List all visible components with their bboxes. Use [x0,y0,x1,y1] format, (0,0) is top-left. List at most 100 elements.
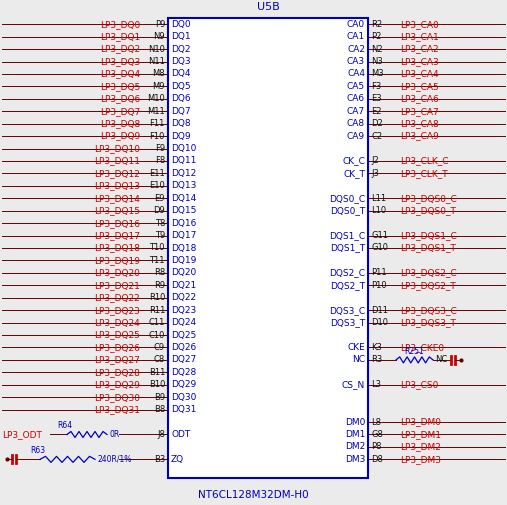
Bar [168,18,368,478]
Text: DQ8: DQ8 [171,119,191,128]
Text: N2: N2 [371,44,383,54]
Text: ZQ: ZQ [171,455,184,464]
Text: 0R: 0R [109,430,119,439]
Text: LP3_DQ27: LP3_DQ27 [94,356,140,365]
Text: DQ19: DQ19 [171,256,196,265]
Text: DQS0_C: DQS0_C [329,194,365,203]
Text: CA9: CA9 [347,132,365,140]
Text: DQ24: DQ24 [171,318,196,327]
Text: P11: P11 [371,268,387,277]
Text: LP3_DQ26: LP3_DQ26 [94,343,140,352]
Text: LP3_DQ0: LP3_DQ0 [100,20,140,29]
Text: DQ16: DQ16 [171,219,196,228]
Text: N11: N11 [148,57,165,66]
Text: F11: F11 [150,119,165,128]
Text: E11: E11 [149,169,165,178]
Text: DQ10: DQ10 [171,144,196,153]
Text: CA6: CA6 [347,94,365,104]
Text: E10: E10 [149,181,165,190]
Text: LP3_DQ2: LP3_DQ2 [100,44,140,54]
Text: B3: B3 [154,455,165,464]
Text: CA1: CA1 [347,32,365,41]
Text: D8: D8 [371,455,383,464]
Text: DQ18: DQ18 [171,243,196,252]
Text: P9: P9 [155,20,165,29]
Text: C2: C2 [371,132,382,140]
Text: DQS1_T: DQS1_T [330,243,365,252]
Text: L11: L11 [371,194,386,203]
Text: LP3_DQ7: LP3_DQ7 [100,107,140,116]
Text: M10: M10 [147,94,165,104]
Text: LP3_DQ23: LP3_DQ23 [94,306,140,315]
Text: ODT: ODT [171,430,190,439]
Text: DQ23: DQ23 [171,306,196,315]
Text: LP3_DQ11: LP3_DQ11 [94,157,140,166]
Text: CK_C: CK_C [342,157,365,166]
Text: LP3_CA0: LP3_CA0 [400,20,439,29]
Text: M8: M8 [153,70,165,78]
Text: DQ22: DQ22 [171,293,196,302]
Text: R11: R11 [149,306,165,315]
Text: R3: R3 [371,356,382,365]
Text: LP3_CA6: LP3_CA6 [400,94,439,104]
Text: LP3_DQ5: LP3_DQ5 [100,82,140,91]
Text: L8: L8 [371,418,381,427]
Text: P10: P10 [371,281,387,290]
Text: LP3_DQ1: LP3_DQ1 [100,32,140,41]
Text: DQ27: DQ27 [171,356,196,365]
Text: T11: T11 [150,256,165,265]
Text: DQS3_T: DQS3_T [330,318,365,327]
Text: DQ14: DQ14 [171,194,196,203]
Text: E3: E3 [371,94,382,104]
Text: LP3_DQ13: LP3_DQ13 [94,181,140,190]
Text: DQS1_C: DQS1_C [329,231,365,240]
Text: C9: C9 [154,343,165,352]
Text: P8: P8 [371,442,381,451]
Text: DQ17: DQ17 [171,231,196,240]
Text: LP3_DQ6: LP3_DQ6 [100,94,140,104]
Text: F3: F3 [371,82,381,91]
Text: LP3_CA4: LP3_CA4 [400,70,439,78]
Text: DQ6: DQ6 [171,94,191,104]
Text: DM0: DM0 [345,418,365,427]
Text: M9: M9 [153,82,165,91]
Text: DQS3_C: DQS3_C [329,306,365,315]
Text: R2: R2 [371,20,382,29]
Text: CS_N: CS_N [342,380,365,389]
Text: LP3_DQS0_T: LP3_DQS0_T [400,206,456,215]
Text: LP3_DQS0_C: LP3_DQS0_C [400,194,457,203]
Text: LP3_CA2: LP3_CA2 [400,44,439,54]
Text: N9: N9 [154,32,165,41]
Text: DQ3: DQ3 [171,57,191,66]
Text: J2: J2 [371,157,379,166]
Text: CA4: CA4 [347,70,365,78]
Text: F9: F9 [155,144,165,153]
Text: B9: B9 [154,393,165,401]
Text: CA0: CA0 [347,20,365,29]
Text: LP3_DQS1_T: LP3_DQS1_T [400,243,456,252]
Text: DQ26: DQ26 [171,343,196,352]
Text: D11: D11 [371,306,388,315]
Text: DQ31: DQ31 [171,405,196,414]
Text: T8: T8 [155,219,165,228]
Text: DQ20: DQ20 [171,268,196,277]
Text: NC: NC [352,356,365,365]
Text: LP3_CA7: LP3_CA7 [400,107,439,116]
Text: LP3_DQ17: LP3_DQ17 [94,231,140,240]
Text: LP3_CLK_C: LP3_CLK_C [400,157,449,166]
Text: LP3_DM1: LP3_DM1 [400,430,441,439]
Text: L10: L10 [371,206,386,215]
Text: G11: G11 [371,231,388,240]
Text: C10: C10 [149,331,165,339]
Text: LP3_DQ8: LP3_DQ8 [100,119,140,128]
Text: B11: B11 [149,368,165,377]
Text: LP3_DQ29: LP3_DQ29 [94,380,140,389]
Text: LP3_DM0: LP3_DM0 [400,418,441,427]
Text: LP3_DQ24: LP3_DQ24 [94,318,140,327]
Text: LP3_DQ12: LP3_DQ12 [94,169,140,178]
Text: NT6CL128M32DM-H0: NT6CL128M32DM-H0 [198,490,309,500]
Text: LP3_CA9: LP3_CA9 [400,132,439,140]
Text: DM2: DM2 [345,442,365,451]
Text: N10: N10 [148,44,165,54]
Text: T10: T10 [150,243,165,252]
